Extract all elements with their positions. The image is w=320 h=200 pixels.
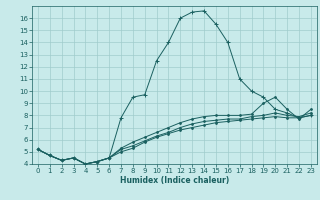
X-axis label: Humidex (Indice chaleur): Humidex (Indice chaleur) xyxy=(120,176,229,185)
